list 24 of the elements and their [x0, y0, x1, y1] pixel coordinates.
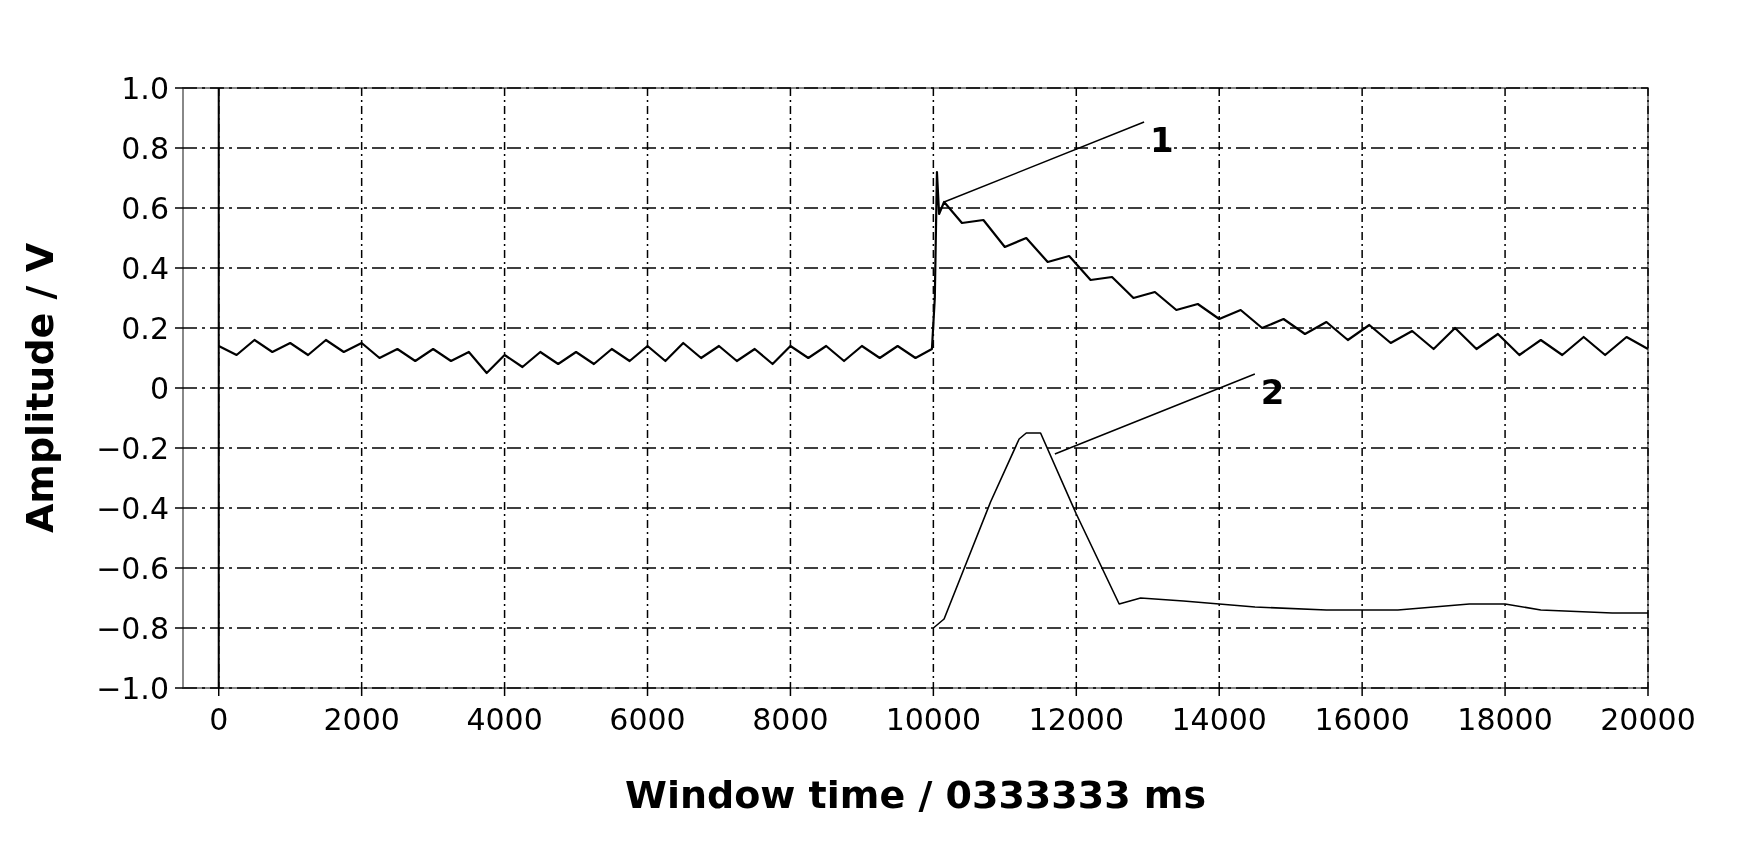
x-tick-label: 16000	[1314, 702, 1410, 737]
y-tick-label: −0.2	[96, 430, 169, 466]
x-tick-label: 20000	[1600, 702, 1696, 737]
x-tick-label: 8000	[752, 702, 829, 737]
x-tick-label: 18000	[1457, 702, 1553, 737]
x-tick-label: 14000	[1171, 702, 1267, 737]
x-tick-label: 0	[209, 702, 229, 737]
x-tick-label: 10000	[885, 702, 982, 737]
y-tick-label: 0.8	[121, 130, 169, 166]
x-tick-label: 12000	[1028, 702, 1125, 737]
y-tick-label: 0.2	[121, 310, 169, 346]
x-tick-label: 2000	[323, 702, 400, 737]
y-tick-label: −0.4	[96, 490, 169, 526]
x-axis-title: Window time / 0333333 ms	[624, 773, 1207, 817]
y-tick-label: −1.0	[96, 670, 169, 706]
y-tick-label: −0.6	[96, 550, 169, 586]
y-tick-label: 0.4	[121, 250, 169, 286]
y-tick-label: 0	[149, 370, 169, 406]
y-axis-title: Amplitude / V	[18, 242, 62, 534]
x-tick-label: 6000	[609, 702, 686, 737]
y-tick-label: 1.0	[121, 70, 169, 106]
y-tick-label: −0.8	[96, 610, 169, 646]
x-tick-label: 4000	[466, 702, 543, 737]
y-tick-label: 0.6	[121, 190, 169, 226]
